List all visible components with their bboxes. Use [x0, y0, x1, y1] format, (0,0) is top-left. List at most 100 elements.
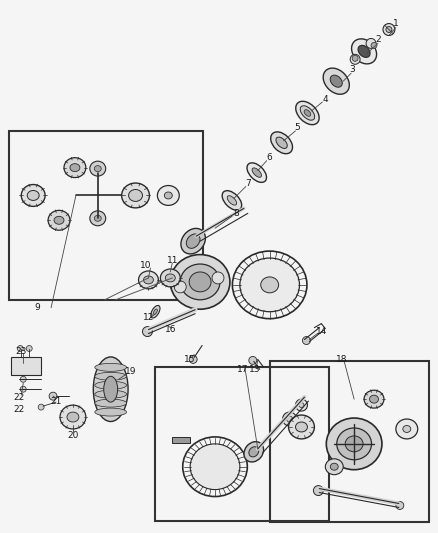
Ellipse shape: [261, 277, 279, 293]
Ellipse shape: [94, 215, 101, 221]
Ellipse shape: [90, 161, 106, 176]
Ellipse shape: [370, 395, 378, 403]
Ellipse shape: [144, 276, 153, 284]
Circle shape: [350, 54, 360, 64]
Bar: [11, 358, 41, 375]
Ellipse shape: [67, 412, 79, 422]
Text: 10: 10: [140, 261, 151, 270]
Ellipse shape: [160, 269, 180, 287]
Ellipse shape: [95, 373, 127, 380]
Ellipse shape: [396, 419, 418, 439]
Ellipse shape: [153, 309, 157, 314]
Text: 7: 7: [245, 179, 251, 188]
Circle shape: [249, 357, 257, 365]
Bar: [155, 367, 329, 521]
Text: 6: 6: [267, 153, 272, 162]
Ellipse shape: [186, 234, 200, 248]
Ellipse shape: [358, 45, 370, 58]
Circle shape: [383, 23, 395, 36]
Ellipse shape: [190, 444, 240, 490]
Ellipse shape: [345, 436, 363, 452]
Bar: [9, 131, 203, 300]
Text: 14: 14: [316, 327, 327, 336]
Ellipse shape: [64, 158, 86, 177]
Ellipse shape: [94, 166, 101, 172]
Ellipse shape: [90, 211, 106, 226]
Text: 2: 2: [375, 35, 381, 44]
Ellipse shape: [403, 425, 411, 432]
Ellipse shape: [352, 39, 377, 64]
Ellipse shape: [21, 184, 45, 206]
Circle shape: [17, 345, 23, 351]
Text: 13: 13: [249, 365, 261, 374]
Ellipse shape: [240, 258, 300, 312]
Circle shape: [38, 404, 44, 410]
Ellipse shape: [330, 75, 342, 87]
Circle shape: [174, 281, 186, 293]
Circle shape: [49, 392, 57, 400]
Circle shape: [352, 55, 358, 61]
Ellipse shape: [164, 192, 172, 199]
Ellipse shape: [165, 274, 175, 282]
Ellipse shape: [222, 191, 242, 210]
Circle shape: [303, 336, 311, 344]
Ellipse shape: [157, 185, 179, 205]
Ellipse shape: [54, 216, 64, 224]
Ellipse shape: [95, 399, 127, 407]
Ellipse shape: [276, 137, 287, 149]
Ellipse shape: [299, 402, 304, 408]
Ellipse shape: [122, 183, 149, 208]
Circle shape: [142, 327, 152, 336]
Ellipse shape: [138, 271, 159, 289]
Ellipse shape: [247, 163, 266, 182]
Ellipse shape: [181, 229, 205, 254]
Circle shape: [314, 486, 323, 496]
Circle shape: [396, 502, 404, 510]
Text: 11: 11: [166, 255, 178, 264]
Ellipse shape: [304, 110, 311, 116]
Ellipse shape: [326, 418, 382, 470]
Ellipse shape: [48, 211, 70, 230]
Ellipse shape: [296, 101, 319, 125]
Text: 22: 22: [14, 405, 25, 414]
Text: 3: 3: [349, 64, 355, 74]
Text: 9: 9: [34, 303, 40, 312]
Circle shape: [371, 43, 377, 49]
Circle shape: [26, 345, 32, 351]
Ellipse shape: [244, 442, 264, 462]
Ellipse shape: [189, 272, 211, 292]
Text: 17: 17: [237, 365, 249, 374]
Text: 18: 18: [336, 355, 347, 364]
Ellipse shape: [364, 390, 384, 408]
Ellipse shape: [93, 357, 128, 422]
Text: 12: 12: [143, 313, 154, 322]
Ellipse shape: [95, 408, 127, 416]
Ellipse shape: [286, 416, 293, 422]
Ellipse shape: [296, 422, 307, 432]
Ellipse shape: [337, 428, 371, 460]
Ellipse shape: [170, 255, 230, 309]
Circle shape: [20, 376, 26, 382]
Text: 1: 1: [393, 19, 399, 28]
Ellipse shape: [95, 390, 127, 398]
Ellipse shape: [227, 196, 237, 205]
Bar: [270, 361, 429, 522]
Ellipse shape: [70, 164, 80, 172]
Ellipse shape: [271, 132, 293, 154]
Text: 4: 4: [322, 94, 328, 103]
Ellipse shape: [249, 447, 259, 457]
Ellipse shape: [300, 106, 314, 120]
Circle shape: [366, 38, 376, 49]
Circle shape: [189, 356, 197, 364]
Text: 16: 16: [165, 325, 176, 334]
Ellipse shape: [330, 463, 338, 470]
Ellipse shape: [296, 399, 307, 411]
Ellipse shape: [289, 415, 314, 439]
Bar: [172, 437, 190, 443]
Circle shape: [20, 386, 26, 392]
Ellipse shape: [252, 168, 261, 177]
Text: 15: 15: [184, 355, 196, 364]
Text: 23: 23: [16, 347, 27, 356]
Ellipse shape: [129, 190, 142, 201]
Circle shape: [386, 27, 392, 33]
